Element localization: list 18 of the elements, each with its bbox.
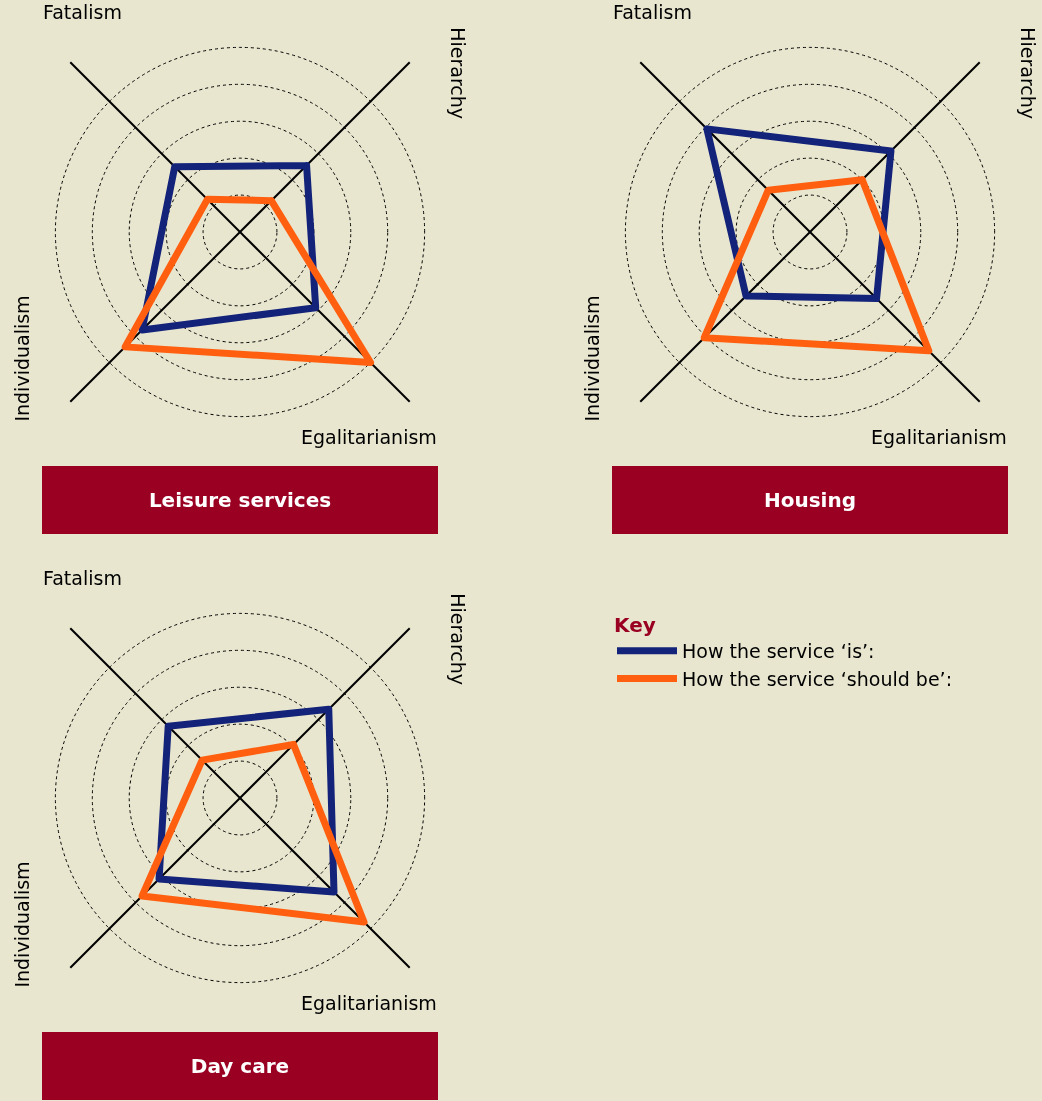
spoke-label: Fatalism — [43, 1, 122, 23]
spoke-label: Fatalism — [43, 567, 122, 589]
spoke-label: Individualism — [10, 295, 33, 422]
text: Housing — [612, 466, 1008, 534]
spoke-label: Hierarchy — [1017, 27, 1039, 120]
spoke-label: Egalitarianism — [301, 992, 437, 1014]
text: Leisure services — [42, 466, 438, 534]
legend-title: Key — [614, 613, 656, 637]
spoke-label: Egalitarianism — [301, 426, 437, 448]
spoke-label: Individualism — [10, 861, 33, 988]
spoke-label: Egalitarianism — [871, 426, 1007, 448]
text: Day care — [42, 1032, 438, 1100]
legend-label: How the service ‘is’: — [682, 640, 875, 663]
spoke-label: Fatalism — [613, 1, 692, 23]
spoke-label: Hierarchy — [447, 593, 469, 686]
spoke-label: Hierarchy — [447, 27, 469, 120]
legend-label: How the service ‘should be’: — [682, 667, 953, 690]
spoke-label: Individualism — [580, 295, 603, 422]
